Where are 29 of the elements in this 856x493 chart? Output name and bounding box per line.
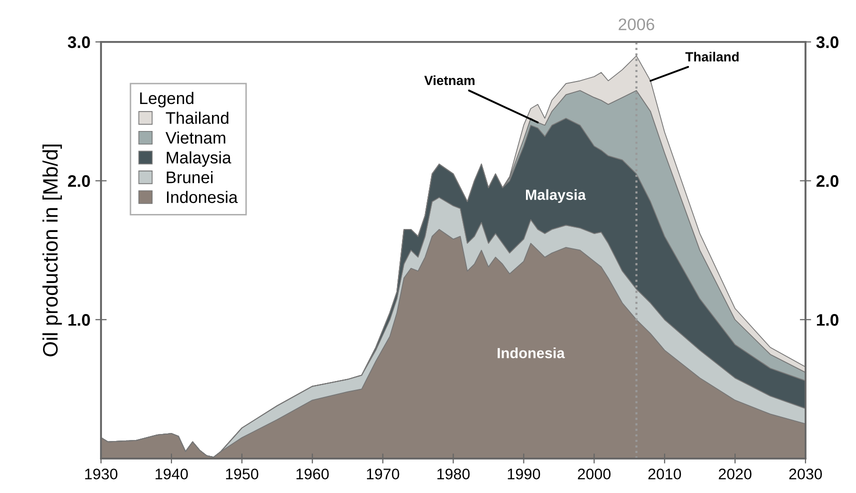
x-tick-label: 2000 [578,468,611,480]
y-tick-label: 3.0 [68,36,90,48]
legend-label: Thailand [166,112,228,124]
y2-tick-label: 2.0 [816,175,838,187]
legend-label: Brunei [166,171,213,184]
x-tick-label: 1990 [508,468,540,480]
y2-tick-label: 3.0 [816,36,838,48]
x-tick-label: 1940 [156,468,188,480]
annotation: Thailand [685,52,739,62]
x-tick-label: 1980 [437,468,470,480]
annotation: Indonesia [498,348,565,358]
x-tick-label: 1950 [226,468,258,480]
y-tick-label: 1.0 [68,314,90,326]
x-tick-label: 1930 [85,468,118,480]
legend-label: Vietnam [166,131,226,144]
annotation: Malaysia [526,189,586,203]
x-tick-label: 2010 [648,468,681,480]
x-tick-label: 1970 [366,468,400,480]
legend-label: Indonesia [167,190,238,204]
legend-title: Legend [140,92,194,108]
x-tick-label: 2030 [789,468,822,480]
x-tick-label: 1960 [296,468,329,480]
y-tick-label: 2.0 [68,175,90,187]
y-axis-title: Oil production in [Mb/d] [42,144,62,356]
ref-line-label: 2006 [618,18,654,30]
y2-tick-label: 1.0 [816,314,838,326]
legend-label: Malaysia [166,151,232,167]
annotation: Vietnam [424,75,474,86]
x-tick-label: 2020 [718,468,752,480]
